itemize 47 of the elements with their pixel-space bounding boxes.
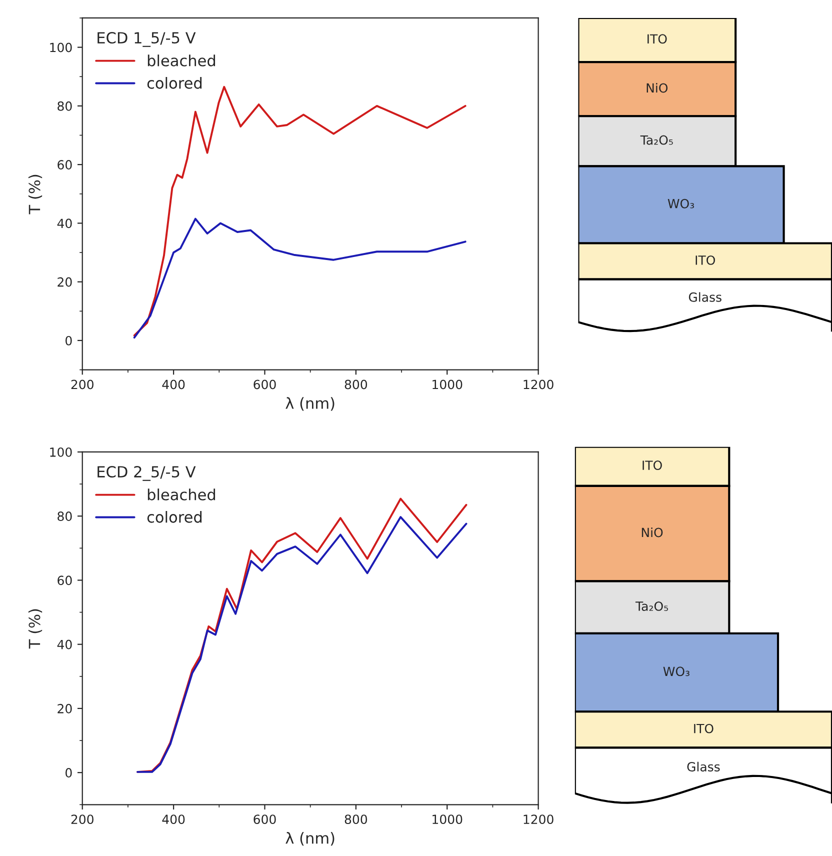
y-tick-label: 100	[50, 42, 72, 52]
y-tick-label: 0	[66, 768, 72, 778]
text: NiO	[646, 83, 668, 93]
legend-label: colored	[147, 510, 202, 523]
x-tick-label: 1000	[432, 380, 462, 390]
y-tick-label: 0	[66, 336, 72, 346]
y-tick-label: 60	[58, 160, 72, 170]
legend-label: colored	[147, 77, 202, 89]
x-tick-label: 200	[71, 814, 94, 824]
x-tick-label: 1200	[524, 380, 554, 390]
y-tick-label: 100	[50, 447, 72, 457]
line-series	[133, 218, 466, 339]
y-tick-label: 80	[58, 512, 72, 522]
text: Ta₂O₅	[635, 601, 668, 611]
text: ITO	[694, 724, 714, 734]
x-axis-title: λ (nm)	[286, 397, 334, 411]
y-tick-label: 60	[58, 576, 72, 586]
y-tick-label: 80	[58, 101, 72, 111]
legend-title: ECD 1_5/-5 V	[98, 32, 196, 47]
text: Glass	[688, 292, 722, 302]
text: ITO	[642, 460, 662, 470]
x-tick-label: 1200	[524, 814, 554, 824]
text: ITO	[648, 34, 667, 44]
legend-title: ECD 2_5/-5 V	[98, 466, 196, 481]
text: WO₃	[663, 666, 690, 676]
x-axis-title: λ (nm)	[286, 832, 334, 846]
y-tick-label: 40	[57, 218, 72, 228]
y-axis-title: T (%)	[28, 174, 42, 214]
x-tick-label: 600	[254, 380, 276, 390]
x-tick-label: 600	[254, 814, 276, 824]
x-tick-label: 800	[344, 380, 368, 390]
text: NiO	[642, 528, 663, 538]
y-tick-label: 20	[58, 704, 72, 714]
text: WO₃	[668, 198, 694, 208]
y-tick-label: 40	[57, 640, 72, 650]
legend-label: bleached	[148, 488, 216, 500]
legend-label: bleached	[148, 54, 216, 66]
y-tick-label: 20	[58, 277, 72, 287]
x-tick-label: 400	[162, 814, 185, 824]
x-tick-label: 400	[162, 380, 185, 390]
x-tick-label: 800	[344, 814, 368, 824]
text: Ta₂O₅	[640, 135, 673, 145]
text: Glass	[687, 762, 720, 772]
text: ITO	[696, 255, 715, 265]
y-axis-title: T (%)	[28, 609, 42, 649]
x-tick-label: 1000	[432, 814, 462, 824]
x-tick-label: 200	[71, 380, 94, 390]
